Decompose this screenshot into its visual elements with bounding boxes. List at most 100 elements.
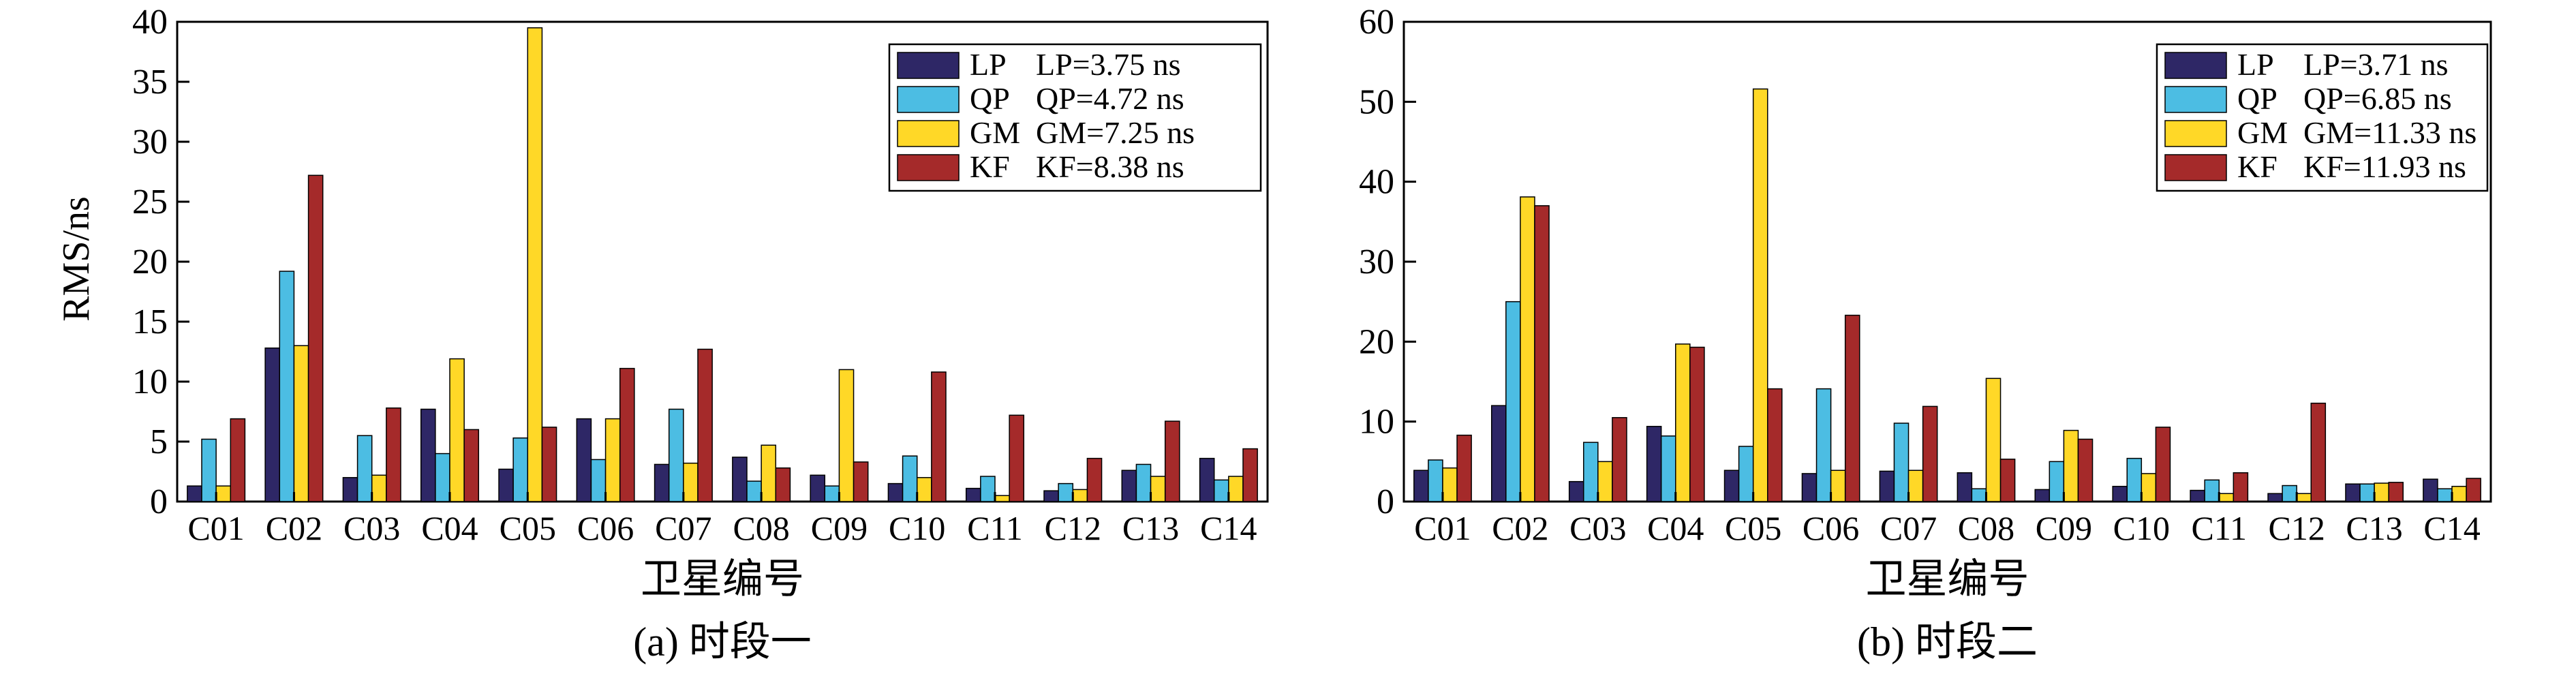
bar-gm-c03 (1597, 461, 1613, 502)
x-tick-label: C10 (2113, 509, 2170, 547)
bar-gm-c09 (838, 369, 855, 502)
bar-lp-c07 (1879, 470, 1895, 502)
x-tick-label: C12 (1045, 509, 1101, 547)
bar-qp-c03 (356, 435, 373, 502)
bar-lp-c04 (1646, 425, 1662, 502)
legend-swatch-gm (897, 120, 960, 147)
bar-kf-c10 (931, 371, 947, 502)
y-tick-label: 20 (132, 243, 168, 281)
y-tick-label: 10 (1359, 403, 1394, 442)
bar-kf-c04 (1689, 346, 1705, 502)
bar-gm-c10 (916, 477, 932, 502)
bar-qp-c12 (2282, 485, 2297, 502)
bar-qp-c07 (668, 408, 684, 502)
legend-label-lp: LP (2237, 47, 2274, 82)
bar-qp-c10 (2126, 457, 2143, 502)
bar-kf-c02 (307, 174, 324, 502)
bar-gm-c06 (1830, 470, 1846, 502)
bar-lp-c06 (1801, 473, 1818, 502)
bar-kf-c13 (2388, 482, 2404, 502)
y-tick-label: 15 (132, 303, 168, 341)
bar-gm-c05 (527, 27, 543, 502)
y-tick-label: 40 (1359, 163, 1394, 202)
x-tick-label: C05 (500, 509, 556, 547)
bar-kf-c13 (1164, 420, 1180, 502)
bar-qp-c12 (1058, 482, 1074, 502)
x-tick-label: C06 (577, 509, 634, 547)
bar-lp-c04 (420, 408, 436, 502)
bar-lp-c07 (654, 463, 670, 502)
bar-lp-c03 (342, 477, 358, 502)
bar-lp-c08 (732, 457, 748, 502)
y-tick-label: 30 (132, 123, 168, 162)
bar-kf-c03 (1612, 417, 1627, 502)
x-tick-label: C13 (1122, 509, 1179, 547)
bar-lp-c13 (1121, 470, 1137, 502)
bar-qp-c01 (1428, 459, 1443, 502)
y-tick-label: 25 (132, 183, 168, 221)
bar-gm-c06 (604, 418, 621, 502)
x-tick-label: C02 (1492, 509, 1548, 547)
bar-qp-c11 (2204, 479, 2220, 502)
legend-swatch-kf (897, 154, 960, 181)
bar-gm-c01 (215, 485, 232, 502)
legend-value-gm: GM=7.25 ns (1036, 115, 1195, 150)
legend-label-kf: KF (970, 149, 1010, 184)
bar-lp-c06 (576, 418, 592, 502)
bar-kf-c01 (1456, 434, 1472, 502)
bar-gm-c08 (1985, 378, 2002, 502)
bar-lp-c10 (2112, 485, 2128, 502)
legend-swatch-gm (2164, 120, 2227, 147)
legend-label-gm: GM (2237, 115, 2288, 150)
legend-swatch-lp (897, 52, 960, 79)
bar-gm-c03 (371, 474, 387, 502)
x-tick-label: C01 (187, 509, 244, 547)
y-axis-label: RMS/ns (55, 196, 97, 322)
bar-kf-c14 (1242, 448, 1258, 502)
legend-label-kf: KF (2237, 149, 2278, 184)
bar-kf-c05 (541, 427, 557, 502)
x-tick-label: C14 (1200, 509, 1257, 547)
legend-value-lp: LP=3.71 ns (2303, 47, 2449, 82)
x-tick-label: C03 (1569, 509, 1626, 547)
y-tick-label: 50 (1359, 82, 1394, 121)
bar-qp-c04 (1660, 435, 1676, 502)
x-tick-label: C11 (967, 509, 1023, 547)
x-tick-label: C01 (1414, 509, 1471, 547)
x-tick-label: C09 (811, 509, 868, 547)
x-tick-label: C09 (2036, 509, 2092, 547)
bar-qp-c08 (746, 480, 762, 502)
bar-qp-c09 (824, 485, 840, 502)
bar-lp-c09 (2034, 489, 2051, 502)
y-tick-label: 5 (150, 422, 168, 461)
bar-gm-c11 (994, 495, 1010, 502)
bar-lp-c02 (1490, 405, 1507, 502)
bar-gm-c07 (1907, 470, 1924, 502)
legend-value-kf: KF=8.38 ns (1036, 149, 1184, 184)
bar-kf-c12 (1086, 457, 1103, 502)
bar-qp-c04 (435, 452, 450, 502)
bar-lp-c05 (1723, 470, 1740, 502)
legend-swatch-qp (897, 86, 960, 113)
bar-qp-c02 (1505, 301, 1521, 502)
bar-lp-c09 (810, 474, 826, 502)
bar-gm-c12 (2296, 493, 2312, 502)
bar-kf-c06 (1844, 314, 1860, 502)
x-axis-label: 卫星编号 (641, 557, 804, 602)
bar-gm-c05 (1752, 88, 1768, 502)
legend-label-lp: LP (970, 47, 1007, 82)
bar-qp-c11 (980, 476, 996, 502)
y-tick-label: 60 (1359, 3, 1394, 42)
panel-caption: (b) 时段二 (1857, 619, 2038, 664)
bar-kf-c07 (1922, 405, 1938, 502)
bar-lp-c01 (1413, 470, 1429, 502)
bar-qp-c07 (1893, 422, 1910, 502)
bar-lp-c14 (2423, 478, 2438, 502)
bar-gm-c14 (1228, 476, 1244, 502)
bar-lp-c14 (1199, 457, 1215, 502)
bar-lp-c10 (887, 482, 904, 502)
legend-label-qp: QP (2237, 81, 2278, 116)
legend-swatch-qp (2164, 86, 2227, 113)
chart-panel-b: 0 10 20 30 40 50 60 C01 C02 C03 C04 C05 C06 C07 C08 C09… (1359, 3, 2492, 664)
